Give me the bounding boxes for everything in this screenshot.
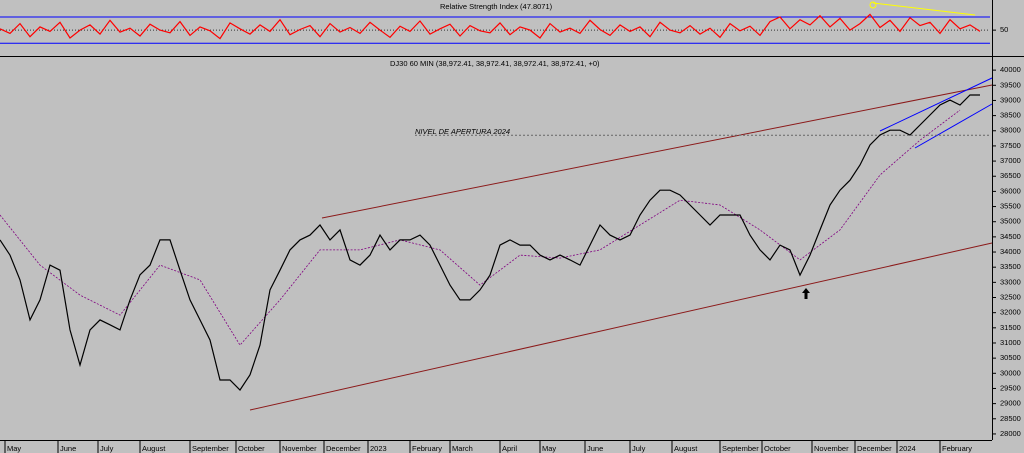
x-tick-label: 2024 <box>899 444 916 453</box>
x-tick-label: March <box>452 444 473 453</box>
y-tick-label: 39500 <box>1000 80 1021 89</box>
y-tick-label: 35500 <box>1000 202 1021 211</box>
wedge-lower <box>914 103 993 149</box>
y-tick-label: 30000 <box>1000 368 1021 377</box>
y-tick-label: 32000 <box>1000 308 1021 317</box>
x-tick-label: May <box>542 444 556 453</box>
y-tick-label: 32500 <box>1000 292 1021 301</box>
y-tick-label: 40000 <box>1000 65 1021 74</box>
y-tick-label: 33000 <box>1000 277 1021 286</box>
y-tick-label: 37500 <box>1000 141 1021 150</box>
rsi-divergence <box>872 2 976 16</box>
price-line <box>0 94 980 391</box>
y-tick-label: 29500 <box>1000 383 1021 392</box>
x-tick-label: September <box>722 444 759 453</box>
y-tick-label: 34000 <box>1000 247 1021 256</box>
trend-lines <box>249 1 993 411</box>
x-tick-label: 2023 <box>370 444 387 453</box>
y-tick-label: 38000 <box>1000 126 1021 135</box>
y-tick-label: 31500 <box>1000 323 1021 332</box>
x-tick-label: August <box>142 444 166 453</box>
rsi-marker <box>869 1 877 9</box>
chart-subtitle: DJ30 60 MIN (38,972.41, 38,972.41, 38,97… <box>390 59 600 68</box>
y-tick-label: 50 <box>1000 25 1008 34</box>
x-tick-label: June <box>587 444 603 453</box>
channel-lower <box>249 242 993 411</box>
x-tick-label: April <box>502 444 517 453</box>
y-tick-label: 30500 <box>1000 353 1021 362</box>
y-tick-label: 37000 <box>1000 156 1021 165</box>
x-tick-label: October <box>238 444 265 453</box>
y-tick-label: 36000 <box>1000 186 1021 195</box>
y-tick-label: 33500 <box>1000 262 1021 271</box>
x-tick-label: July <box>632 444 646 453</box>
x-tick-label: February <box>412 444 442 453</box>
x-tick-label: October <box>764 444 791 453</box>
x-tick-label: November <box>814 444 849 453</box>
y-tick-label: 28500 <box>1000 414 1021 423</box>
price-line <box>0 13 981 40</box>
arrow <box>802 288 810 299</box>
y-tick-label: 38500 <box>1000 111 1021 120</box>
x-tick-label: September <box>192 444 229 453</box>
y-tick-label: 31000 <box>1000 338 1021 347</box>
x-tick-label: May <box>7 444 21 453</box>
channel-upper <box>321 84 993 219</box>
x-tick-label: July <box>100 444 114 453</box>
rsi-title: Relative Strength Index (47.8071) <box>440 2 553 11</box>
x-tick-label: August <box>674 444 698 453</box>
annotation: NIVEL DE APERTURA 2024 <box>415 127 510 136</box>
y-tick-label: 39000 <box>1000 95 1021 104</box>
x-tick-label: November <box>282 444 317 453</box>
x-tick-label: June <box>60 444 76 453</box>
x-tick-label: February <box>942 444 972 453</box>
x-tick-label: December <box>326 444 361 453</box>
y-tick-label: 34500 <box>1000 232 1021 241</box>
y-tick-label: 29000 <box>1000 399 1021 408</box>
wedge-upper <box>879 77 993 132</box>
y-tick-label: 28000 <box>1000 429 1021 438</box>
y-tick-label: 35000 <box>1000 217 1021 226</box>
y-tick-label: 36500 <box>1000 171 1021 180</box>
moving-average <box>0 109 961 346</box>
x-tick-label: December <box>857 444 892 453</box>
